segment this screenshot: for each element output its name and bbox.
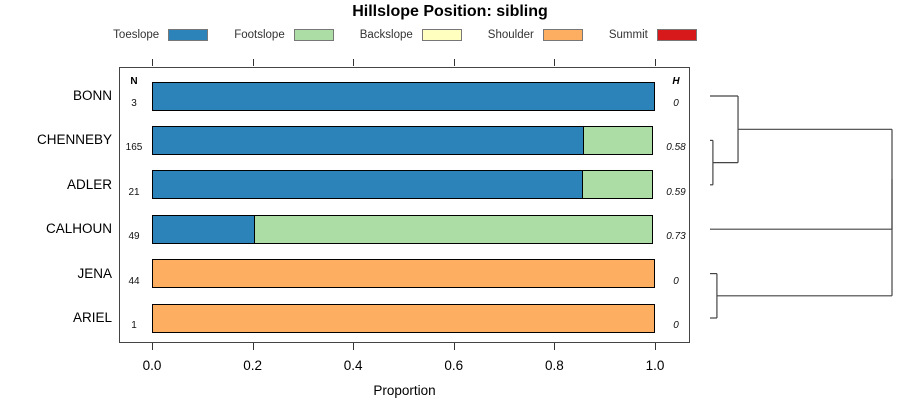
n-value: 1 [131, 320, 137, 331]
h-value: 0.58 [666, 142, 686, 154]
bar-bonn [152, 81, 655, 111]
bar-segment-footslope [253, 214, 654, 244]
legend-label: Toeslope [113, 29, 160, 41]
x-tick-bottom [453, 343, 455, 350]
x-tick-label: 0.2 [243, 358, 262, 373]
bar-chenneby [152, 125, 655, 155]
x-tick-bottom [353, 343, 355, 350]
n-column-header: N [130, 76, 138, 87]
x-tick-bottom [655, 343, 656, 350]
n-value: 44 [128, 275, 140, 287]
bar-segment-toeslope [152, 214, 256, 244]
x-tick-bottom [554, 343, 556, 350]
bar-segment-toeslope [152, 81, 655, 111]
legend-swatch-toeslope [168, 29, 209, 41]
h-value: 0 [673, 320, 679, 331]
x-tick-top [453, 59, 455, 66]
bar-segment-shoulder [152, 259, 655, 289]
x-axis-label: Proportion [373, 383, 436, 398]
bar-segment-footslope [581, 170, 654, 200]
x-tick-top [655, 59, 656, 66]
bar-adler [152, 170, 655, 200]
legend-item-backslope: Backslope [360, 29, 462, 41]
n-value: 49 [128, 231, 140, 243]
legend-swatch-shoulder [542, 29, 583, 41]
row-label-chenneby: CHENNEBY [36, 132, 112, 148]
row-label-calhoun: CALHOUN [45, 221, 112, 237]
bar-segment-toeslope [152, 125, 585, 155]
x-tick-top [554, 59, 556, 66]
x-tick-top [252, 59, 254, 66]
bar-ariel [152, 303, 655, 333]
h-value: 0 [673, 275, 679, 287]
row-label-bonn: BONN [72, 88, 112, 103]
n-value: 165 [125, 142, 143, 154]
x-tick-label: 0.8 [545, 358, 564, 373]
x-tick-label: 1.0 [645, 358, 665, 373]
bar-segment-footslope [583, 125, 654, 155]
x-tick-bottom [252, 343, 254, 350]
x-tick-top [152, 59, 153, 66]
legend-swatch-backslope [421, 29, 462, 41]
legend: Toeslope Footslope Backslope Shoulder Su… [0, 26, 810, 44]
legend-swatch-summit [656, 29, 697, 41]
legend-item-summit: Summit [609, 29, 697, 41]
h-value: 0.59 [666, 186, 686, 198]
chart-title: Hillslope Position: sibling [352, 3, 548, 20]
bar-segment-toeslope [152, 170, 584, 200]
row-label-jena: JENA [77, 265, 112, 281]
x-tick-top [353, 59, 355, 66]
n-value: 3 [131, 98, 137, 109]
x-tick-label: 0.6 [444, 358, 464, 373]
legend-swatch-footslope [293, 29, 334, 41]
h-column-header: H [672, 76, 680, 87]
h-value: 0.73 [666, 231, 686, 243]
legend-label: Summit [608, 29, 648, 41]
bar-segment-shoulder [152, 303, 655, 333]
x-tick-label: 0.0 [142, 358, 162, 373]
legend-label: Shoulder [487, 29, 534, 41]
h-value: 0 [673, 98, 679, 109]
x-tick-bottom [152, 343, 153, 350]
bar-calhoun [152, 214, 655, 244]
x-tick-label: 0.4 [343, 358, 363, 373]
plot-area [119, 67, 690, 343]
legend-item-toeslope: Toeslope [113, 29, 209, 41]
legend-item-shoulder: Shoulder [488, 29, 583, 41]
legend-label: Backslope [359, 29, 413, 41]
bar-jena [152, 259, 655, 289]
row-label-adler: ADLER [66, 176, 112, 192]
row-label-ariel: ARIEL [72, 310, 112, 325]
legend-label: Footslope [234, 29, 285, 41]
n-value: 21 [128, 186, 140, 198]
legend-item-footslope: Footslope [234, 29, 334, 41]
